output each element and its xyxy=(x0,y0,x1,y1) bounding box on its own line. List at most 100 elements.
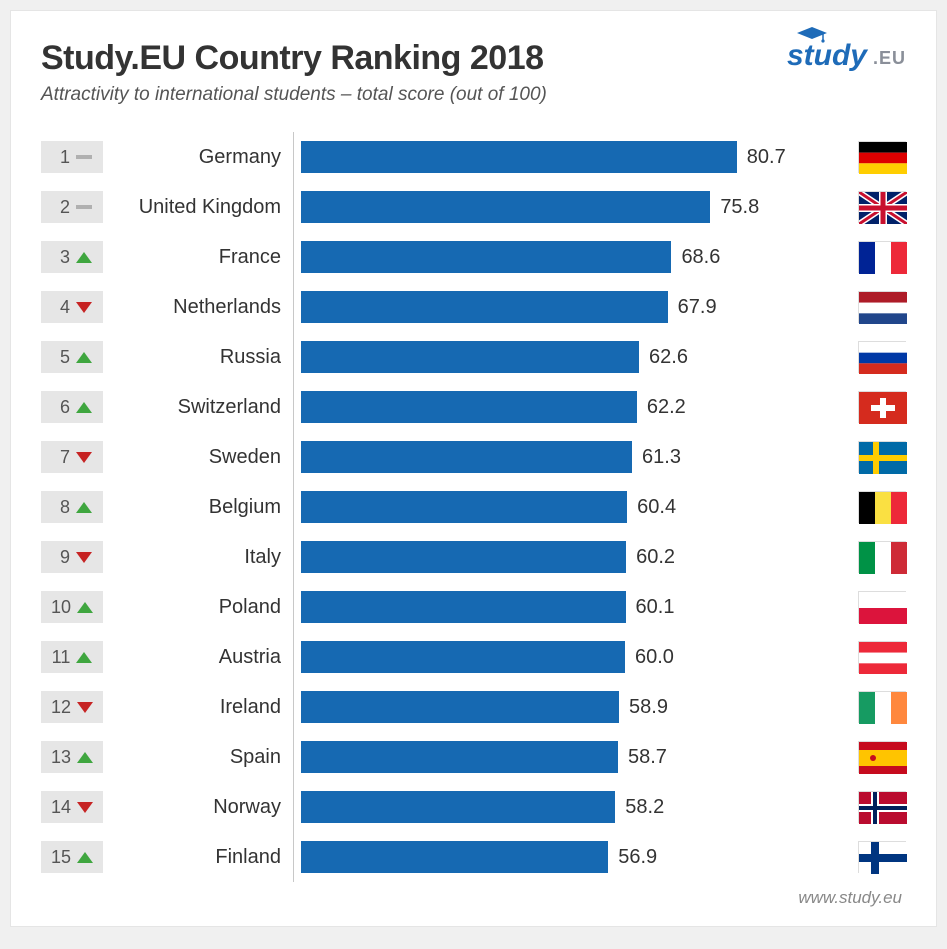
ranking-row: 15Finland56.9 xyxy=(41,832,906,882)
score-value: 68.6 xyxy=(681,246,720,269)
rank-number: 10 xyxy=(51,597,71,618)
rank-number: 11 xyxy=(52,647,71,668)
flag-fr-icon xyxy=(858,241,906,273)
rank-badge: 3 xyxy=(41,241,103,273)
trend-down-icon xyxy=(76,452,92,463)
rank-badge: 14 xyxy=(41,791,103,823)
score-bar xyxy=(301,541,626,573)
bar-zone: 67.9 xyxy=(301,291,844,323)
trend-up-icon xyxy=(76,352,92,363)
header: Study.EU Country Ranking 2018 Attractivi… xyxy=(41,39,906,106)
rank-badge: 10 xyxy=(41,591,103,623)
ranking-row: 14 Norway 58.2 xyxy=(41,782,906,832)
ranking-row: 2 United Kingdom 75.8 xyxy=(41,182,906,232)
score-value: 58.9 xyxy=(629,696,668,719)
country-label: Austria xyxy=(117,646,287,669)
y-axis-line xyxy=(293,132,294,882)
country-label: Poland xyxy=(117,596,287,619)
score-value: 75.8 xyxy=(720,196,759,219)
country-label: Italy xyxy=(117,546,287,569)
ranking-row: 1 Germany 80.7 xyxy=(41,132,906,182)
studyeu-logo: study .EU xyxy=(787,39,906,73)
country-label: Sweden xyxy=(117,446,287,469)
rank-badge: 5 xyxy=(41,341,103,373)
ranking-row: 11 Austria 60.0 xyxy=(41,632,906,682)
flag-fi-icon xyxy=(858,841,906,873)
rank-number: 9 xyxy=(52,547,70,568)
flag-nl-icon xyxy=(858,291,906,323)
score-bar xyxy=(301,491,627,523)
rank-number: 7 xyxy=(52,447,70,468)
score-value: 62.6 xyxy=(649,346,688,369)
trend-up-icon xyxy=(77,602,93,613)
bar-zone: 58.2 xyxy=(301,791,844,823)
rank-badge: 13 xyxy=(41,741,103,773)
country-label: United Kingdom xyxy=(117,196,287,219)
score-bar xyxy=(301,841,608,873)
ranking-row: 10 Poland 60.1 xyxy=(41,582,906,632)
ranking-bar-chart: 1 Germany 80.7 2 United Kingdom 75.8 3 France 6… xyxy=(41,132,906,882)
rank-badge: 11 xyxy=(41,641,103,673)
trend-up-icon xyxy=(76,652,92,663)
score-bar xyxy=(301,391,637,423)
rank-number: 3 xyxy=(52,247,70,268)
rank-number: 14 xyxy=(51,797,71,818)
trend-same-icon xyxy=(76,155,92,159)
bar-zone: 75.8 xyxy=(301,191,844,223)
score-bar xyxy=(301,791,615,823)
ranking-row: 5Russia62.6 xyxy=(41,332,906,382)
logo-eu-text: .EU xyxy=(873,48,906,69)
rank-badge: 7 xyxy=(41,441,103,473)
score-value: 60.2 xyxy=(636,546,675,569)
score-bar xyxy=(301,691,619,723)
trend-down-icon xyxy=(77,802,93,813)
trend-same-icon xyxy=(76,205,92,209)
ranking-row: 4Netherlands67.9 xyxy=(41,282,906,332)
score-value: 60.1 xyxy=(636,596,675,619)
rank-number: 15 xyxy=(51,847,71,868)
score-value: 60.4 xyxy=(637,496,676,519)
rank-badge: 8 xyxy=(41,491,103,523)
score-bar xyxy=(301,291,668,323)
trend-down-icon xyxy=(76,302,92,313)
country-label: France xyxy=(117,246,287,269)
ranking-row: 12Ireland58.9 xyxy=(41,682,906,732)
rank-badge: 9 xyxy=(41,541,103,573)
page-subtitle: Attractivity to international students –… xyxy=(41,84,547,106)
score-bar xyxy=(301,741,618,773)
country-label: Norway xyxy=(117,796,287,819)
trend-up-icon xyxy=(77,752,93,763)
country-label: Spain xyxy=(117,746,287,769)
score-value: 67.9 xyxy=(678,296,717,319)
score-value: 60.0 xyxy=(635,646,674,669)
rank-badge: 4 xyxy=(41,291,103,323)
ranking-row: 8Belgium60.4 xyxy=(41,482,906,532)
bar-zone: 58.9 xyxy=(301,691,844,723)
score-value: 80.7 xyxy=(747,146,786,169)
rank-number: 12 xyxy=(51,697,71,718)
ranking-row: 9 Italy 60.2 xyxy=(41,532,906,582)
flag-at-icon xyxy=(858,641,906,673)
country-label: Germany xyxy=(117,146,287,169)
bar-zone: 58.7 xyxy=(301,741,844,773)
score-value: 62.2 xyxy=(647,396,686,419)
trend-up-icon xyxy=(76,402,92,413)
rank-number: 8 xyxy=(52,497,70,518)
bar-zone: 80.7 xyxy=(301,141,844,173)
score-bar xyxy=(301,641,625,673)
flag-be-icon xyxy=(858,491,906,523)
flag-de-icon xyxy=(858,141,906,173)
rank-number: 2 xyxy=(52,197,70,218)
score-value: 61.3 xyxy=(642,446,681,469)
bar-zone: 60.1 xyxy=(301,591,844,623)
rank-number: 6 xyxy=(52,397,70,418)
flag-gb-icon xyxy=(858,191,906,223)
page-title: Study.EU Country Ranking 2018 xyxy=(41,39,547,78)
footer-url: www.study.eu xyxy=(41,888,906,908)
rank-badge: 1 xyxy=(41,141,103,173)
bar-zone: 60.4 xyxy=(301,491,844,523)
rank-badge: 15 xyxy=(41,841,103,873)
score-bar xyxy=(301,341,639,373)
grad-cap-icon xyxy=(795,25,829,45)
score-bar xyxy=(301,241,671,273)
